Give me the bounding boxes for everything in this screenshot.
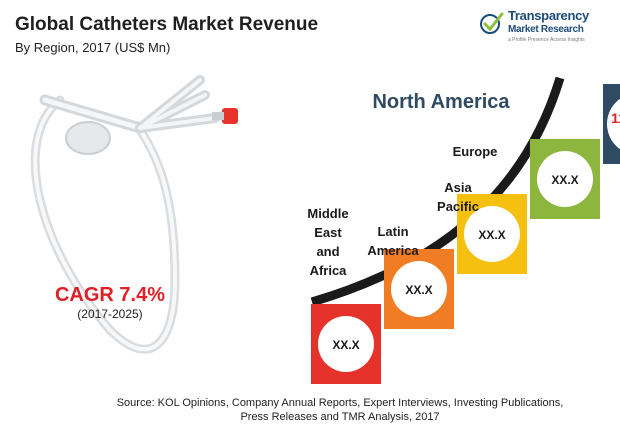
category-label-latin-america: Latin America (367, 224, 419, 258)
cagr-period: (2017-2025) (77, 307, 143, 321)
category-label-middle-east-and-africa: Middle East and Africa (307, 206, 348, 278)
source-line-2: Press Releases and TMR Analysis, 2017 (240, 411, 440, 423)
source-line-1: Source: KOL Opinions, Company Annual Rep… (116, 397, 564, 409)
bar-badge-asia-pacific (464, 206, 520, 262)
data-label-europe: XX.X (551, 173, 578, 187)
source-note: Source: KOL Opinions, Company Annual Rep… (70, 396, 610, 424)
logo-tagline: a Profile Presence Access Insights (508, 37, 585, 43)
region-blocks (311, 84, 620, 384)
chart-subtitle: By Region, 2017 (US$ Mn) (15, 40, 171, 55)
category-label-asia-pacific: Asia Pacific (437, 180, 479, 214)
data-label-middle-east-and-africa: XX.X (332, 338, 359, 352)
catheter-illustration (30, 75, 238, 354)
catheter-red-valve-icon (222, 108, 238, 124)
bar-badge-north-america (607, 98, 620, 150)
logo-line1: Transparency (508, 8, 589, 23)
tmr-logo: Transparency Market Research a Profile P… (478, 6, 618, 50)
category-label-north-america: North America (372, 91, 510, 113)
region-value-labels: XX.XXX.XXX.XXX.X11,673.0(US$ Mn) (332, 110, 620, 352)
data-label-latin-america: XX.X (405, 283, 432, 297)
bar-badge-middle-east-and-africa (318, 316, 374, 372)
logo-checkmark-icon (480, 12, 504, 34)
data-label-asia-pacific: XX.X (478, 228, 505, 242)
region-category-labels: Middle East and Africa Latin America Asia Pacif… (307, 91, 510, 278)
logo-line2: Market Research (508, 24, 584, 35)
data-label-north-america: 11,673.0 (611, 110, 620, 126)
bar-badge-europe (537, 151, 593, 207)
category-label-europe: Europe (453, 144, 498, 159)
chart-title: Global Catheters Market Revenue (15, 14, 319, 35)
cagr-value: CAGR 7.4% (54, 284, 166, 306)
bar-badge-latin-america (391, 261, 447, 317)
